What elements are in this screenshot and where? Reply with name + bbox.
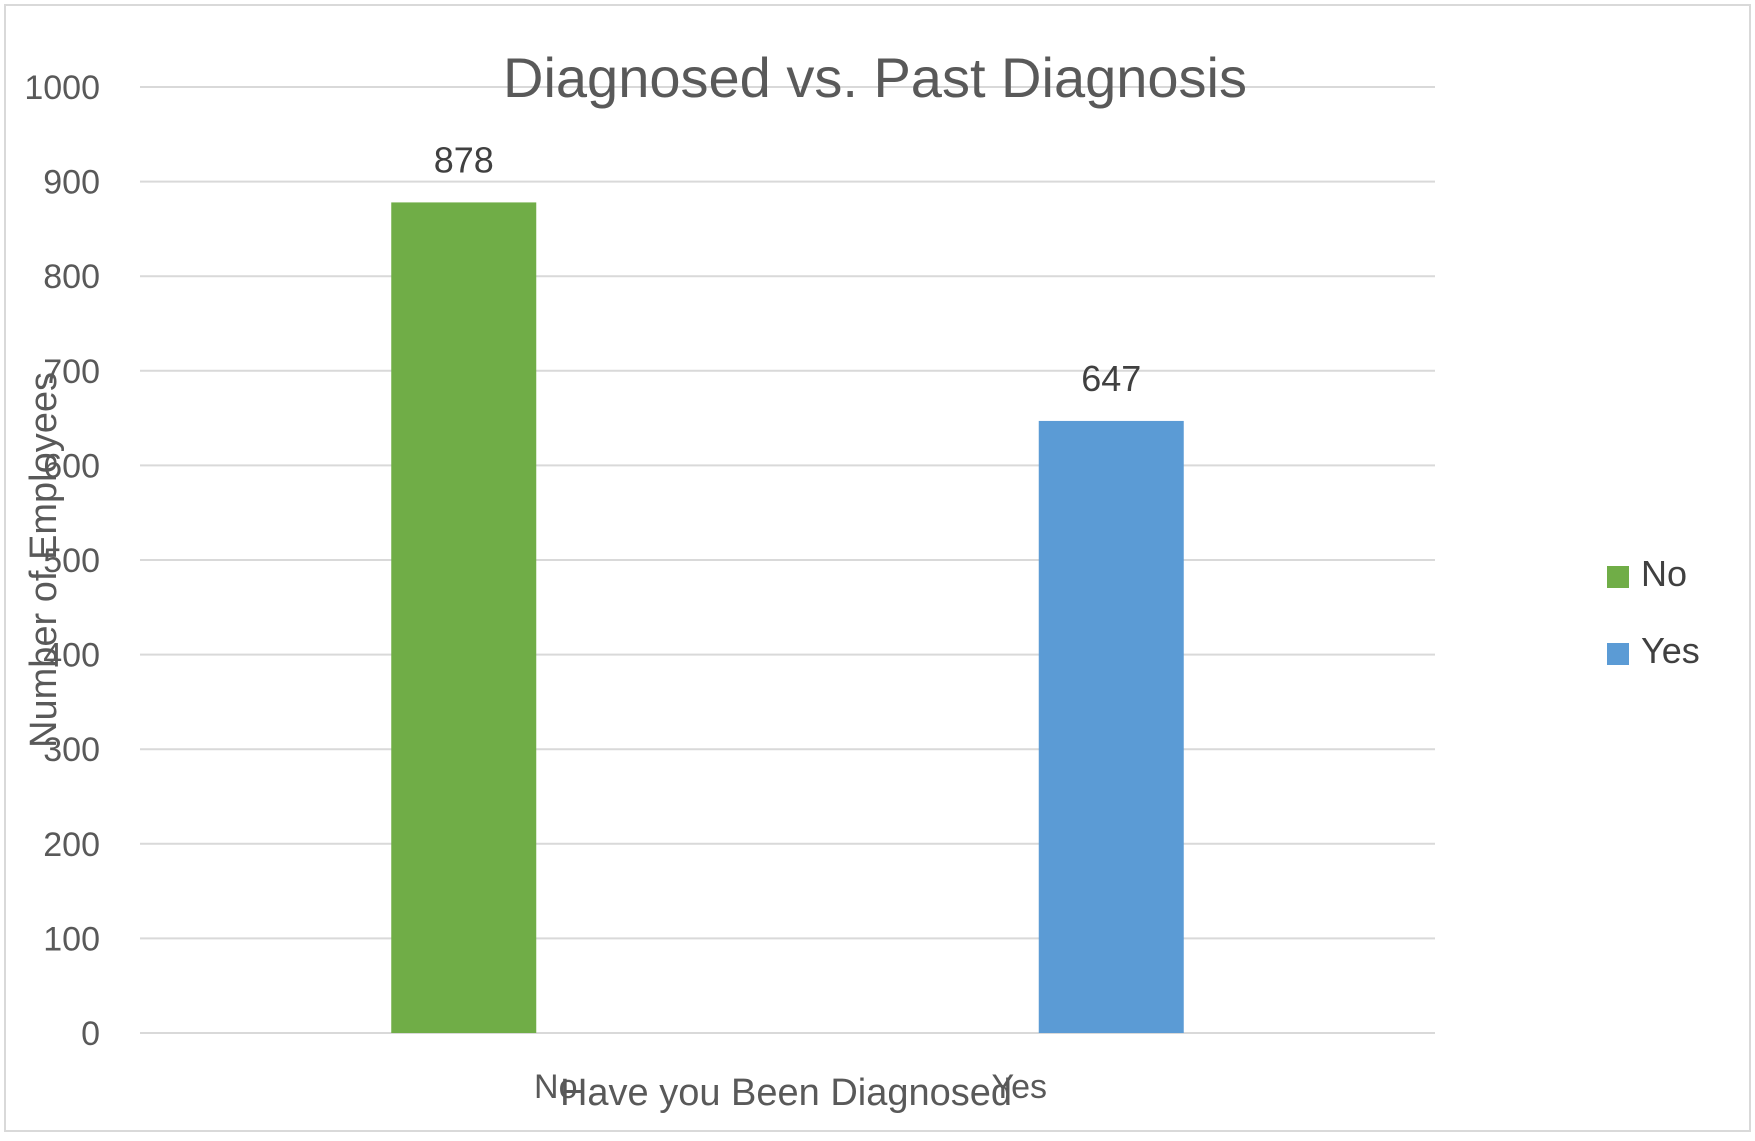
legend-swatch-yes	[1607, 643, 1629, 665]
y-tick-label-500: 500	[43, 542, 100, 580]
y-tick-label-900: 900	[43, 164, 100, 202]
y-axis-ticks: 0 100 200 300 400 500 600 700 800 900 1000	[24, 69, 100, 1053]
gridlines	[140, 86, 1435, 1034]
data-labels: 878 647	[434, 139, 1142, 399]
data-label-yes: 647	[1081, 358, 1141, 399]
y-tick-label-600: 600	[43, 447, 100, 485]
y-tick-label-700: 700	[43, 353, 100, 391]
x-axis-label: Have you Been Diagnosed	[560, 1072, 1012, 1114]
y-tick-label-100: 100	[43, 920, 100, 958]
y-tick-label-0: 0	[81, 1015, 100, 1053]
y-tick-label-200: 200	[43, 826, 100, 864]
y-tick-label-800: 800	[43, 258, 100, 296]
x-axis-ticks: No Yes	[534, 1068, 1047, 1106]
legend-label-yes: Yes	[1641, 630, 1700, 671]
legend-label-no: No	[1641, 553, 1687, 594]
legend-swatch-no	[1607, 566, 1629, 588]
chart-title: Diagnosed vs. Past Diagnosis	[503, 46, 1247, 109]
y-axis-label: Number of Employees	[23, 372, 65, 748]
bars	[391, 202, 1184, 1034]
chart-border	[4, 4, 1751, 1132]
y-tick-label-300: 300	[43, 731, 100, 769]
x-tick-label-yes: Yes	[992, 1068, 1047, 1106]
legend: No Yes	[1607, 553, 1700, 671]
data-label-no: 878	[434, 139, 494, 180]
y-tick-label-400: 400	[43, 637, 100, 675]
bar-no	[391, 202, 537, 1034]
x-tick-label-no: No	[534, 1068, 577, 1106]
bar-yes	[1038, 420, 1184, 1033]
y-tick-label-1000: 1000	[24, 69, 100, 107]
